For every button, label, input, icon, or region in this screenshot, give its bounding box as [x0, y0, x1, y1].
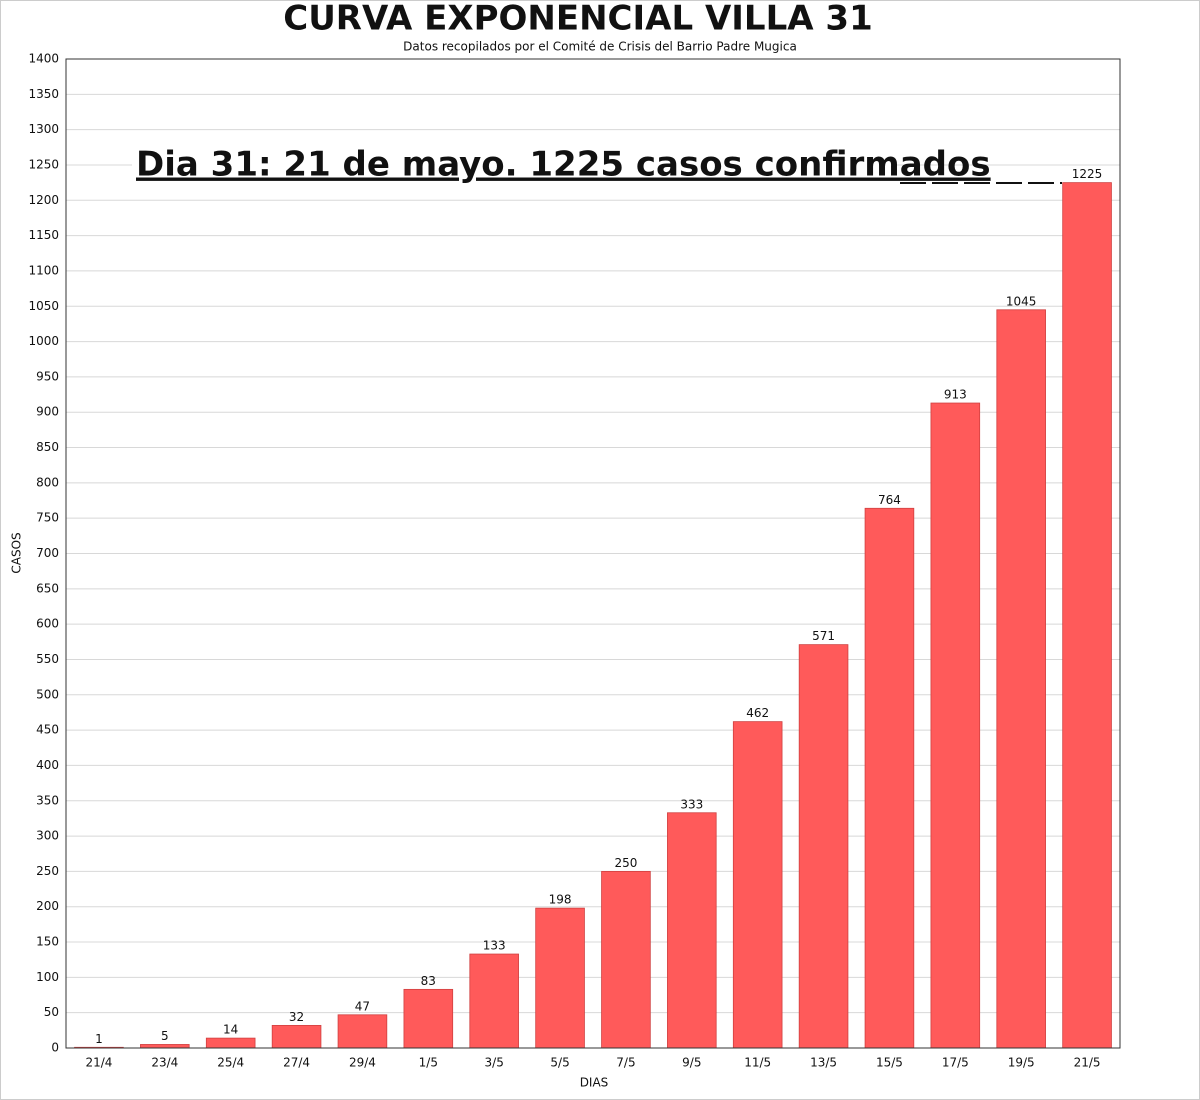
y-tick-label: 1050: [28, 299, 59, 313]
y-tick-label: 500: [36, 687, 59, 701]
chart-title: CURVA EXPONENCIAL VILLA 31: [283, 0, 872, 39]
value-label: 250: [614, 856, 637, 870]
x-tick-label: 13/5: [810, 1056, 837, 1070]
x-tick-label: 3/5: [485, 1056, 504, 1070]
y-tick-label: 600: [36, 617, 59, 631]
bar: [864, 507, 915, 1049]
y-tick-label: 1000: [28, 334, 59, 348]
x-tick-label: 19/5: [1008, 1056, 1035, 1070]
x-tick-label: 27/4: [283, 1056, 310, 1070]
bar: [535, 907, 585, 1049]
y-tick-label: 1200: [28, 193, 59, 207]
x-tick-label: 17/5: [942, 1056, 969, 1070]
bar: [930, 402, 981, 1049]
bar: [601, 870, 651, 1049]
value-label: 764: [878, 493, 901, 507]
value-label: 1: [95, 1032, 103, 1046]
value-label: 333: [680, 797, 703, 811]
y-tick-label: 450: [36, 723, 59, 737]
y-tick-label: 1300: [28, 122, 59, 136]
value-label: 462: [746, 706, 769, 720]
y-tick-label: 50: [44, 1005, 59, 1019]
bar: [1062, 182, 1112, 1049]
x-tick-label: 25/4: [217, 1056, 244, 1070]
value-label: 571: [812, 629, 835, 643]
y-tick-label: 1250: [28, 157, 59, 171]
y-tick-label: 950: [36, 369, 59, 383]
y-tick-label: 1150: [28, 228, 59, 242]
x-tick-label: 15/5: [876, 1056, 903, 1070]
y-tick-label: 1100: [28, 263, 59, 277]
annotation: Dia 31: 21 de mayo. 1225 casos confirmad…: [136, 145, 991, 185]
annotation-background: [132, 145, 892, 185]
x-tick-label: 5/5: [550, 1056, 569, 1070]
bar: [732, 721, 783, 1049]
bar: [140, 1044, 190, 1049]
x-tick-label: 7/5: [616, 1056, 635, 1070]
x-tick-label: 21/4: [85, 1056, 112, 1070]
y-tick-label: 350: [36, 793, 59, 807]
y-tick-label: 700: [36, 546, 59, 560]
y-tick-label: 650: [36, 581, 59, 595]
bar: [205, 1037, 256, 1049]
x-tick-label: 29/4: [349, 1056, 376, 1070]
y-axis-label: CASOS: [10, 532, 24, 573]
value-label: 198: [549, 893, 572, 907]
y-tick-label: 800: [36, 475, 59, 489]
x-tick-label: 9/5: [682, 1056, 701, 1070]
x-tick-label: 23/4: [151, 1056, 178, 1070]
value-label: 47: [355, 999, 370, 1013]
value-label: 14: [223, 1023, 238, 1037]
bar: [996, 309, 1046, 1049]
bar: [469, 953, 519, 1049]
value-label: 32: [289, 1010, 304, 1024]
y-tick-label: 200: [36, 899, 59, 913]
y-tick-label: 400: [36, 758, 59, 772]
x-tick-label: 21/5: [1074, 1056, 1101, 1070]
chart-subtitle: Datos recopilados por el Comité de Crisi…: [403, 40, 797, 54]
value-label: 1045: [1006, 294, 1037, 308]
bar: [403, 988, 454, 1049]
x-tick-label: 11/5: [744, 1056, 771, 1070]
bar: [337, 1014, 388, 1049]
bar: [798, 644, 849, 1049]
y-tick-label: 550: [36, 652, 59, 666]
y-tick-label: 300: [36, 829, 59, 843]
y-tick-label: 750: [36, 511, 59, 525]
y-tick-label: 250: [36, 864, 59, 878]
plot-frame: [65, 58, 1121, 1049]
y-tick-label: 1400: [28, 52, 59, 66]
value-label: 83: [421, 974, 436, 988]
value-label: 1225: [1072, 167, 1103, 181]
bar: [271, 1024, 322, 1049]
bar: [667, 812, 717, 1049]
y-tick-label: 1350: [28, 87, 59, 101]
value-label: 133: [483, 939, 506, 953]
value-label: 5: [161, 1029, 169, 1043]
x-axis-label: DIAS: [580, 1076, 609, 1090]
y-tick-label: 100: [36, 970, 59, 984]
y-tick-label: 150: [36, 935, 59, 949]
y-tick-label: 0: [51, 1041, 59, 1055]
x-tick-label: 1/5: [419, 1056, 438, 1070]
y-tick-label: 850: [36, 440, 59, 454]
y-tick-label: 900: [36, 405, 59, 419]
value-label: 913: [944, 388, 967, 402]
bars: [74, 182, 1112, 1049]
